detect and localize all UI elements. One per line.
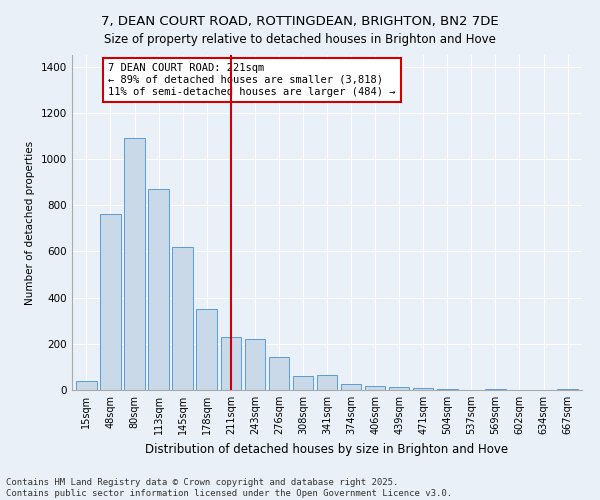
Bar xyxy=(365,386,385,390)
Bar xyxy=(148,189,169,390)
X-axis label: Distribution of detached houses by size in Brighton and Hove: Distribution of detached houses by size … xyxy=(145,442,509,456)
Bar xyxy=(557,389,578,390)
Y-axis label: Number of detached properties: Number of detached properties xyxy=(25,140,35,304)
Bar xyxy=(293,376,313,390)
Bar xyxy=(485,389,506,390)
Bar xyxy=(269,356,289,390)
Bar xyxy=(76,381,97,390)
Bar xyxy=(245,339,265,390)
Bar xyxy=(196,309,217,390)
Text: Size of property relative to detached houses in Brighton and Hove: Size of property relative to detached ho… xyxy=(104,32,496,46)
Text: 7, DEAN COURT ROAD, ROTTINGDEAN, BRIGHTON, BN2 7DE: 7, DEAN COURT ROAD, ROTTINGDEAN, BRIGHTO… xyxy=(101,15,499,28)
Bar xyxy=(124,138,145,390)
Bar xyxy=(389,387,409,390)
Bar xyxy=(100,214,121,390)
Bar xyxy=(317,375,337,390)
Bar xyxy=(413,388,433,390)
Bar xyxy=(172,247,193,390)
Text: 7 DEAN COURT ROAD: 221sqm
← 89% of detached houses are smaller (3,818)
11% of se: 7 DEAN COURT ROAD: 221sqm ← 89% of detac… xyxy=(108,64,395,96)
Text: Contains HM Land Registry data © Crown copyright and database right 2025.
Contai: Contains HM Land Registry data © Crown c… xyxy=(6,478,452,498)
Bar xyxy=(221,337,241,390)
Bar xyxy=(341,384,361,390)
Bar xyxy=(437,389,458,390)
